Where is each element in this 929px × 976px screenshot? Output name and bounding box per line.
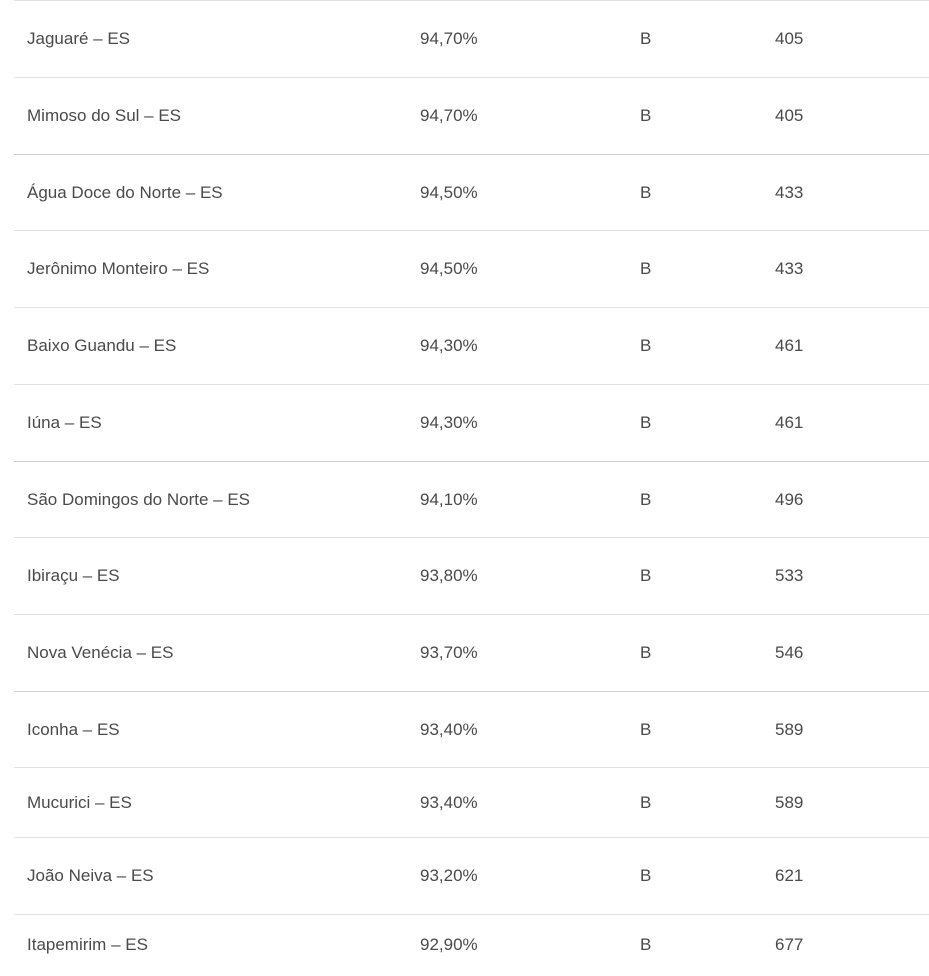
percentual-cell: 94,30% bbox=[420, 336, 478, 355]
posicao-cell: 405 bbox=[775, 106, 804, 125]
conceito-cell: B bbox=[640, 866, 652, 885]
conceito-cell: B bbox=[640, 792, 652, 812]
conceito-cell: B bbox=[640, 106, 652, 125]
posicao-cell: 433 bbox=[775, 182, 804, 202]
table-row: Jaguaré – ES 94,70% B 405 bbox=[14, 1, 929, 78]
municipio-cell: São Domingos do Norte – ES bbox=[27, 489, 251, 509]
table-row: Iúna – ES 94,30% B 461 bbox=[14, 385, 929, 462]
posicao-cell: 433 bbox=[775, 259, 804, 278]
percentual-cell: 93,40% bbox=[420, 719, 478, 739]
municipio-cell: Iúna – ES bbox=[27, 413, 102, 432]
municipio-cell: Jaguaré – ES bbox=[27, 29, 131, 48]
percentual-cell: 94,10% bbox=[420, 489, 478, 509]
posicao-cell: 533 bbox=[775, 566, 804, 585]
municipio-cell: Iconha – ES bbox=[27, 719, 120, 739]
conceito-cell: B bbox=[640, 566, 652, 585]
table-row: Nova Venécia – ES 93,70% B 546 bbox=[14, 615, 929, 692]
percentual-cell: 92,90% bbox=[420, 935, 478, 954]
conceito-cell: B bbox=[640, 935, 652, 954]
municipio-cell: Mimoso do Sul – ES bbox=[27, 106, 182, 125]
posicao-cell: 496 bbox=[775, 489, 804, 509]
table-row: Itapemirim – ES 92,90% B 677 bbox=[14, 915, 929, 975]
posicao-cell: 677 bbox=[775, 935, 804, 954]
posicao-cell: 461 bbox=[775, 336, 804, 355]
conceito-cell: B bbox=[640, 489, 652, 509]
table-row: Mucurici – ES 93,40% B 589 bbox=[14, 768, 929, 838]
posicao-cell: 461 bbox=[775, 413, 804, 432]
municipio-cell: Nova Venécia – ES bbox=[27, 643, 174, 662]
conceito-cell: B bbox=[640, 719, 652, 739]
posicao-cell: 589 bbox=[775, 792, 804, 812]
table-row: João Neiva – ES 93,20% B 621 bbox=[14, 838, 929, 915]
conceito-cell: B bbox=[640, 643, 652, 662]
percentual-cell: 93,40% bbox=[420, 792, 478, 812]
table-row: Água Doce do Norte – ES 94,50% B 433 bbox=[14, 155, 929, 231]
conceito-cell: B bbox=[640, 29, 652, 48]
posicao-cell: 589 bbox=[775, 719, 804, 739]
municipio-cell: Itapemirim – ES bbox=[27, 935, 148, 954]
table-row: São Domingos do Norte – ES 94,10% B 496 bbox=[14, 462, 929, 538]
municipio-cell: Mucurici – ES bbox=[27, 792, 132, 812]
municipio-cell: João Neiva – ES bbox=[27, 866, 154, 885]
conceito-cell: B bbox=[640, 413, 652, 432]
ranking-table: Jaguaré – ES 94,70% B 405 Mimoso do Sul … bbox=[14, 0, 929, 975]
posicao-cell: 405 bbox=[775, 29, 804, 48]
municipio-cell: Baixo Guandu – ES bbox=[27, 336, 177, 355]
percentual-cell: 94,70% bbox=[420, 106, 478, 125]
municipio-cell: Ibiraçu – ES bbox=[27, 566, 120, 585]
percentual-cell: 93,80% bbox=[420, 566, 478, 585]
conceito-cell: B bbox=[640, 259, 652, 278]
table-row: Baixo Guandu – ES 94,30% B 461 bbox=[14, 308, 929, 385]
posicao-cell: 546 bbox=[775, 643, 804, 662]
municipio-cell: Jerônimo Monteiro – ES bbox=[27, 259, 210, 278]
table-row: Iconha – ES 93,40% B 589 bbox=[14, 692, 929, 768]
percentual-cell: 94,50% bbox=[420, 182, 478, 202]
percentual-cell: 93,20% bbox=[420, 866, 478, 885]
percentual-cell: 94,70% bbox=[420, 29, 478, 48]
conceito-cell: B bbox=[640, 182, 652, 202]
table-row: Jerônimo Monteiro – ES 94,50% B 433 bbox=[14, 231, 929, 308]
percentual-cell: 94,30% bbox=[420, 413, 478, 432]
percentual-cell: 93,70% bbox=[420, 643, 478, 662]
posicao-cell: 621 bbox=[775, 866, 804, 885]
table-row: Mimoso do Sul – ES 94,70% B 405 bbox=[14, 78, 929, 155]
conceito-cell: B bbox=[640, 336, 652, 355]
percentual-cell: 94,50% bbox=[420, 259, 478, 278]
table-row: Ibiraçu – ES 93,80% B 533 bbox=[14, 538, 929, 615]
municipio-cell: Água Doce do Norte – ES bbox=[27, 182, 223, 202]
